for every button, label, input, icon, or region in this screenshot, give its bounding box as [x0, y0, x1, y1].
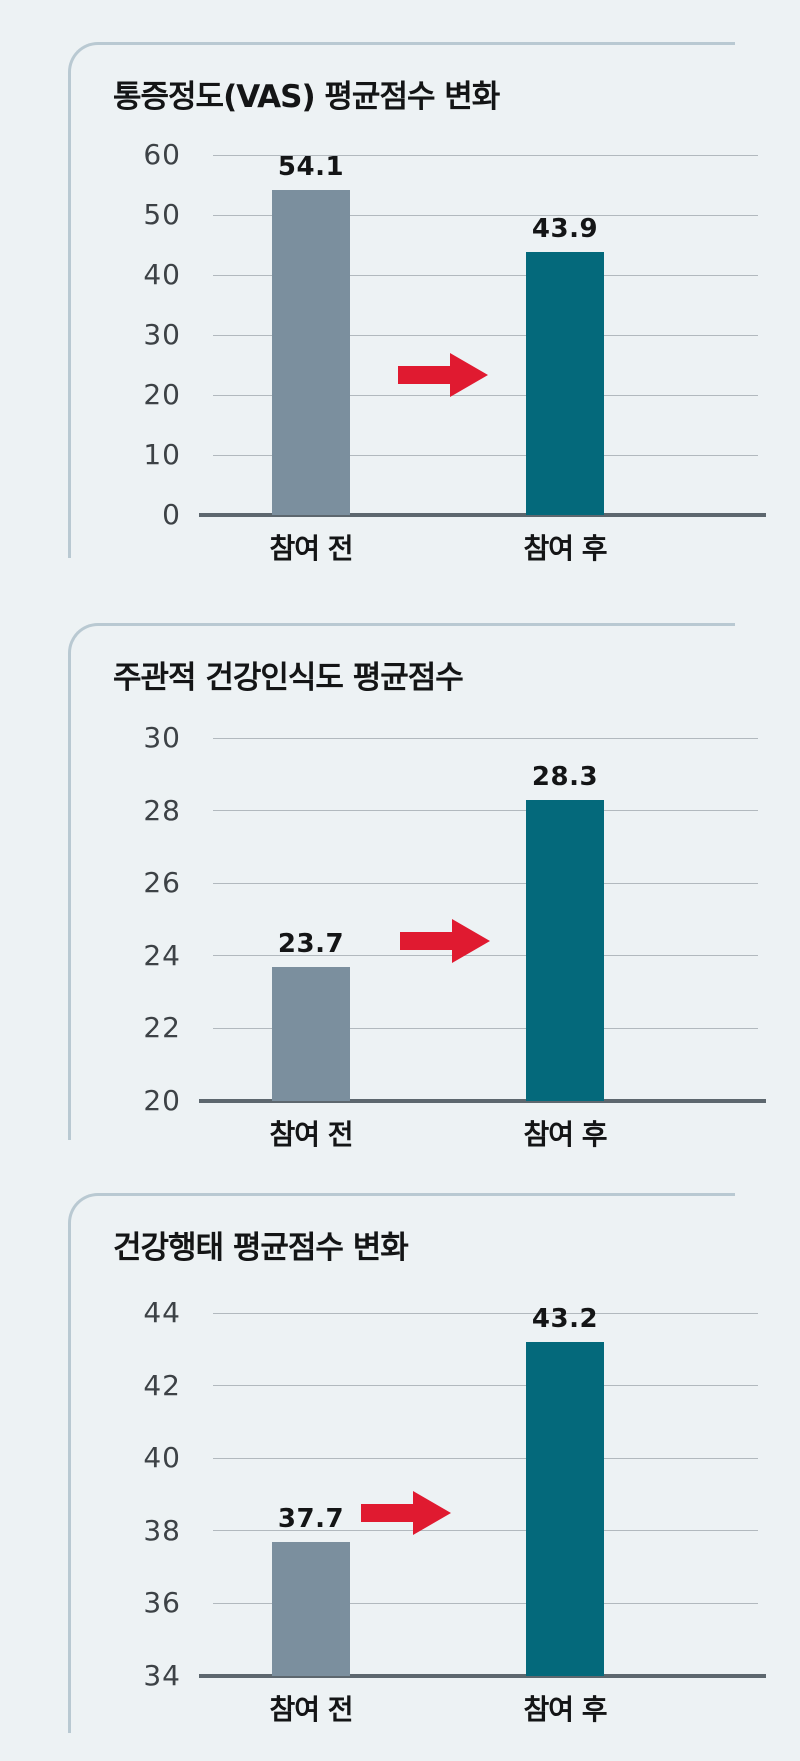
y-axis-tick-label: 44: [143, 1296, 181, 1329]
chart-panel-health-perception: 주관적 건강인식도 평균점수 20 22 24 26 28 30 23.7 참여 전 28.3 참…: [68, 623, 766, 1151]
y-axis-tick-label: 10: [143, 438, 181, 471]
gridline: [213, 1602, 758, 1604]
y-axis-tick-label: 20: [143, 378, 181, 411]
bar-before: [272, 966, 350, 1101]
gridline: [213, 394, 758, 396]
gridline: [213, 1385, 758, 1387]
gridline: [213, 1027, 758, 1029]
gridline: [213, 1457, 758, 1459]
chart-title: 주관적 건강인식도 평균점수: [113, 660, 464, 696]
y-axis-tick-label: 50: [143, 198, 181, 231]
gridline: [213, 1312, 758, 1314]
gridline: [213, 737, 758, 739]
x-axis-category-label: 참여 전: [269, 532, 353, 565]
x-axis-category-label: 참여 전: [269, 1118, 353, 1151]
chart-panel-pain-vas: 통증정도(VAS) 평균점수 변화 0 10 20 30 40 50 60 54.1 참여 전 4…: [68, 42, 766, 565]
bar-value-label: 54.1: [277, 152, 345, 183]
y-axis-tick-label: 34: [143, 1659, 181, 1692]
bar-value-label: 43.9: [531, 213, 599, 244]
bar-before: [272, 190, 350, 515]
y-axis-tick-label: 20: [143, 1084, 181, 1117]
y-axis-tick-label: 42: [143, 1368, 181, 1402]
x-axis-category-label: 참여 후: [523, 1693, 607, 1726]
x-axis-baseline: [199, 1099, 766, 1103]
y-axis-tick-label: 40: [143, 1441, 181, 1475]
y-axis-tick-label: 26: [143, 866, 181, 900]
y-axis-tick-label: 30: [143, 318, 181, 351]
y-axis-tick-label: 24: [143, 938, 181, 972]
trend-arrow-icon: [398, 353, 488, 401]
y-axis-tick-label: 28: [143, 793, 181, 827]
y-axis-tick-label: 22: [143, 1011, 181, 1045]
bar-after: [526, 799, 604, 1101]
chart-panel-health-behavior: 건강행태 평균점수 변화 34 36 38 40 42 44 37.7 참여 전 43.2 참여 …: [68, 1193, 766, 1733]
bar-value-label: 23.7: [277, 928, 345, 959]
y-axis-tick-label: 40: [143, 258, 181, 291]
x-axis-baseline: [199, 513, 766, 517]
bar-value-label: 43.2: [531, 1304, 599, 1335]
gridline: [213, 1530, 758, 1532]
trend-arrow-icon: [361, 1491, 451, 1539]
gridline: [213, 955, 758, 957]
bar-chart-plot: 0 10 20 30 40 50 60 54.1 참여 전 43.9 참여 후: [143, 139, 766, 565]
gridline: [213, 274, 758, 276]
x-axis-baseline: [199, 1674, 766, 1678]
trend-arrow-icon: [400, 919, 490, 967]
bar-before: [272, 1541, 350, 1676]
y-axis-tick-label: 38: [143, 1513, 181, 1547]
bar-value-label: 37.7: [277, 1503, 345, 1534]
gridline: [213, 154, 758, 156]
gridline: [213, 810, 758, 812]
gridline: [213, 454, 758, 456]
y-axis-tick-label: 36: [143, 1586, 181, 1620]
y-axis-tick-label: 0: [162, 498, 181, 531]
bar-chart-plot: 34 36 38 40 42 44 37.7 참여 전 43.2 참여 후: [143, 1297, 766, 1726]
bar-chart-plot: 20 22 24 26 28 30 23.7 참여 전 28.3 참여 후: [143, 722, 766, 1151]
bar-after: [526, 251, 604, 515]
gridline: [213, 334, 758, 336]
x-axis-category-label: 참여 후: [523, 1118, 607, 1151]
chart-title: 건강행태 평균점수 변화: [113, 1230, 409, 1266]
x-axis-category-label: 참여 후: [523, 532, 607, 565]
y-axis-tick-label: 60: [143, 138, 181, 171]
y-axis-tick-label: 30: [143, 721, 181, 754]
bar-value-label: 28.3: [531, 761, 599, 792]
x-axis-category-label: 참여 전: [269, 1693, 353, 1726]
bar-after: [526, 1342, 604, 1676]
gridline: [213, 214, 758, 216]
gridline: [213, 882, 758, 884]
chart-title: 통증정도(VAS) 평균점수 변화: [113, 79, 500, 115]
